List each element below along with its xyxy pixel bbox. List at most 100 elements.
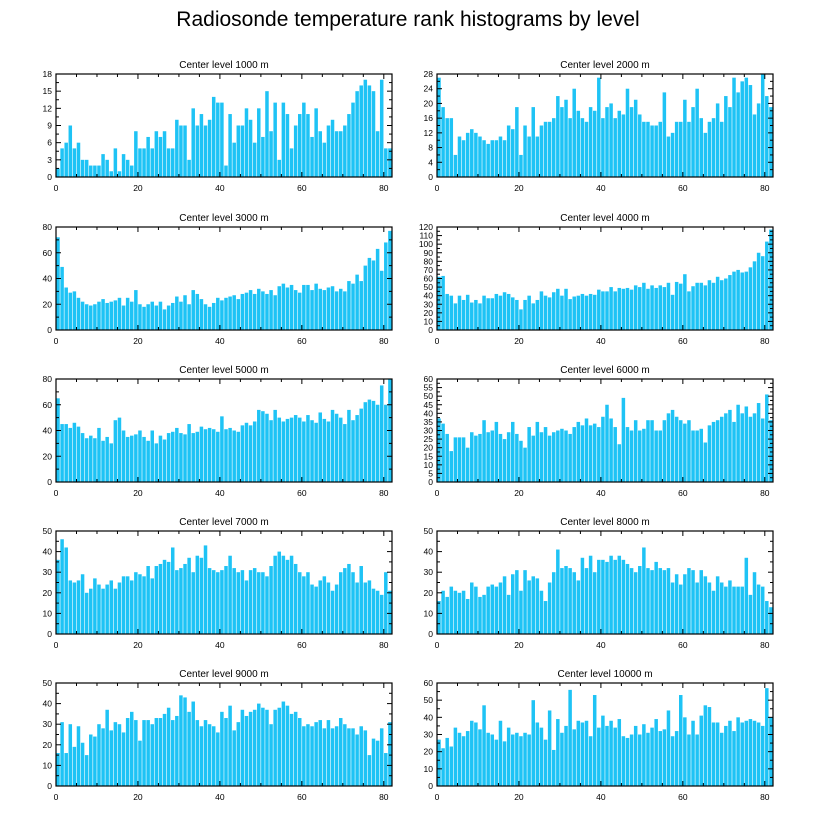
bar [199, 726, 204, 786]
bar [760, 256, 765, 330]
bar [216, 572, 220, 634]
y-tick-label: 60 [424, 274, 434, 284]
bar [740, 272, 744, 330]
bar [437, 276, 441, 330]
bar [109, 580, 114, 634]
bar [269, 131, 273, 177]
bar [138, 304, 142, 330]
bar [638, 114, 642, 177]
y-tick-label: 20 [43, 299, 53, 309]
bar [84, 592, 89, 634]
bar [642, 547, 646, 634]
bar [597, 289, 601, 330]
bar [736, 269, 740, 330]
y-tick-label: 20 [424, 98, 434, 108]
bar [687, 291, 691, 330]
bar [293, 125, 298, 177]
bar [650, 285, 654, 330]
bar [494, 739, 499, 786]
bar [756, 584, 761, 634]
x-tick-label: 80 [760, 792, 770, 802]
bar [130, 711, 134, 786]
bar [650, 570, 654, 634]
x-tick-label: 0 [54, 336, 59, 346]
y-tick-label: 12 [43, 103, 53, 113]
panel-8: Center level 8000 m 0 10 20 30 40 50 0 20 40 60 80 [424, 517, 774, 650]
bar [732, 421, 736, 482]
bar [343, 291, 347, 330]
bar [478, 303, 482, 330]
bar [105, 709, 109, 786]
bar [84, 755, 89, 786]
bar [498, 582, 503, 634]
bar [482, 420, 486, 482]
bar [150, 578, 154, 634]
panel-title: Center level 9000 m [179, 669, 269, 680]
bar [289, 284, 294, 330]
bar [490, 298, 495, 330]
bar [732, 586, 736, 634]
bar [531, 107, 535, 177]
bar [551, 749, 556, 786]
y-tick-label: 80 [424, 256, 434, 266]
bar [252, 709, 257, 786]
bar [80, 742, 85, 786]
y-tick-label: 20 [424, 747, 434, 757]
bar [80, 159, 85, 177]
bar [261, 136, 265, 177]
bar [113, 588, 118, 634]
bar [646, 121, 650, 177]
y-tick-label: 30 [424, 730, 434, 740]
bar [535, 136, 540, 177]
bar [728, 580, 732, 634]
bar [752, 572, 757, 634]
bar [658, 121, 663, 177]
bar [683, 574, 687, 634]
bar [384, 242, 388, 330]
bar [121, 732, 126, 786]
bar [564, 725, 568, 786]
bar [89, 165, 93, 177]
bar [347, 728, 351, 786]
bar [322, 418, 327, 482]
bar [445, 737, 449, 786]
x-tick-label: 20 [133, 488, 143, 498]
bar [379, 594, 384, 634]
bar [199, 114, 204, 177]
bar [597, 727, 601, 786]
bar [601, 559, 605, 634]
bar [625, 88, 630, 177]
bar [629, 289, 634, 330]
bar [109, 171, 114, 177]
bar [748, 267, 753, 330]
bar [502, 741, 507, 786]
bar [679, 695, 683, 786]
bar [679, 121, 683, 177]
bar [465, 598, 470, 634]
bar [334, 413, 339, 482]
bar [666, 136, 671, 177]
bar [584, 720, 589, 786]
bar [384, 753, 388, 786]
bar [617, 110, 622, 177]
bar [236, 431, 241, 482]
y-tick-label: 0 [47, 781, 52, 791]
bar [506, 727, 511, 786]
bar [523, 447, 527, 482]
y-tick-label: 60 [424, 678, 434, 688]
bar [277, 417, 282, 482]
bar [220, 570, 224, 634]
y-tick-label: 70 [424, 265, 434, 275]
panel-title: Center level 2000 m [560, 60, 650, 71]
bar [195, 720, 200, 786]
y-tick-label: 10 [424, 608, 434, 618]
bar [457, 437, 462, 482]
bar [728, 409, 732, 482]
x-tick-label: 40 [215, 488, 225, 498]
y-tick-label: 120 [419, 222, 433, 232]
bar [343, 724, 347, 786]
bar [121, 305, 126, 330]
bar [638, 287, 642, 330]
bar [130, 580, 134, 634]
